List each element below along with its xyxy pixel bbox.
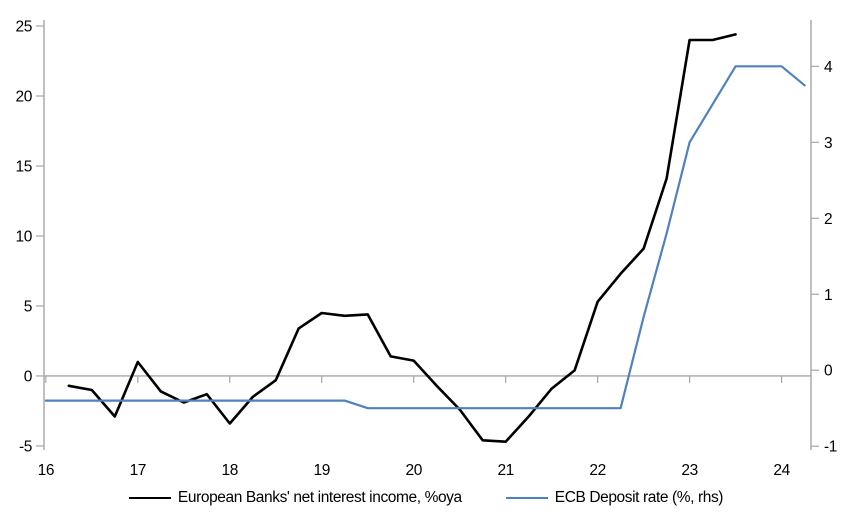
x-axis-tick-label: 23 bbox=[681, 462, 697, 479]
right-axis-tick-label: 0 bbox=[824, 363, 833, 380]
x-axis-tick-label: 24 bbox=[773, 462, 790, 479]
legend-label-net-interest-income: European Banks' net interest income, %oy… bbox=[177, 489, 462, 506]
x-axis-tick-label: 18 bbox=[222, 462, 238, 479]
legend-item-net-interest-income: European Banks' net interest income, %oy… bbox=[128, 489, 462, 507]
x-axis-tick-label: 19 bbox=[314, 462, 330, 479]
x-axis-tick-label: 22 bbox=[589, 462, 605, 479]
x-axis-tick-label: 20 bbox=[405, 462, 422, 479]
right-axis-tick-label: 1 bbox=[824, 287, 832, 304]
left-axis-tick-label: 5 bbox=[24, 298, 32, 315]
left-axis-tick-label: -5 bbox=[19, 438, 32, 455]
right-axis-tick-label: 2 bbox=[824, 211, 832, 228]
series-line-ecb-deposit-rate bbox=[44, 65, 806, 410]
legend-line-swatch-black bbox=[128, 497, 171, 499]
left-axis-tick-label: 20 bbox=[16, 89, 33, 106]
chart-legend: European Banks' net interest income, %oy… bbox=[0, 489, 852, 507]
series-line-net-interest-income bbox=[67, 33, 737, 444]
x-axis-tick-label: 17 bbox=[130, 462, 146, 479]
right-axis-tick-label: 3 bbox=[824, 135, 832, 152]
legend-line-swatch-blue bbox=[505, 497, 548, 499]
right-axis-tick-label: -1 bbox=[824, 439, 837, 456]
x-axis-tick-label: 21 bbox=[497, 462, 513, 479]
legend-label-ecb-deposit-rate: ECB Deposit rate (%, rhs) bbox=[554, 489, 724, 506]
left-axis-tick-label: 25 bbox=[16, 19, 32, 36]
right-axis-tick-label: 4 bbox=[824, 59, 833, 76]
legend-item-ecb-deposit-rate: ECB Deposit rate (%, rhs) bbox=[505, 489, 724, 507]
left-axis-tick-label: 0 bbox=[24, 368, 33, 385]
left-axis-tick-label: 15 bbox=[16, 158, 32, 175]
x-axis-tick-label: 16 bbox=[38, 462, 54, 479]
left-axis-tick-label: 10 bbox=[16, 228, 33, 245]
